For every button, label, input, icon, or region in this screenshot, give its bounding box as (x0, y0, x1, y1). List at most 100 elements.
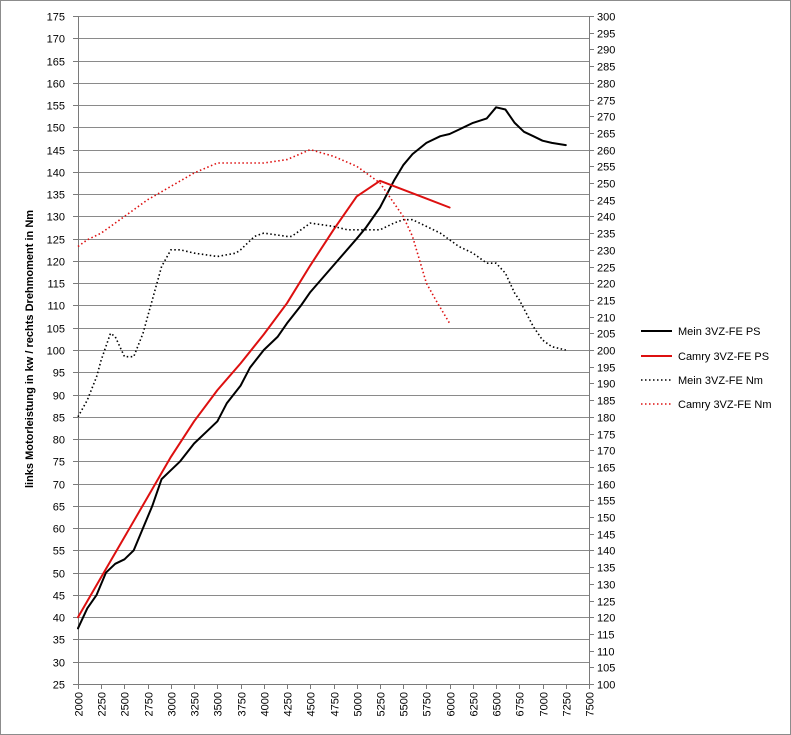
right-y-tick-label: 285 (597, 62, 615, 74)
y-axis-title: links Motorleistung in kw / rechts Drehm… (24, 210, 36, 488)
legend-label: Camry 3VZ-FE Nm (678, 399, 772, 411)
right-y-tick-label: 230 (597, 246, 615, 258)
right-y-tick-label: 245 (597, 196, 615, 208)
right-y-tick-label: 255 (597, 162, 615, 174)
series-line-1 (77, 106, 567, 630)
right-y-tick-label: 250 (597, 179, 615, 191)
right-y-tick-label: 125 (597, 597, 615, 609)
x-tick-label: 6750 (515, 692, 527, 716)
left-y-tick-label: 135 (47, 190, 65, 202)
right-y-tick-label: 120 (597, 613, 615, 625)
x-tick-label: 5500 (399, 692, 411, 716)
x-tick-label: 7000 (539, 692, 551, 716)
right-y-tick-label: 295 (597, 29, 615, 41)
x-tick-label: 7250 (562, 692, 574, 716)
x-tick-label: 4250 (283, 692, 295, 716)
right-y-tick-label: 200 (597, 346, 615, 358)
left-y-tick-label: 30 (53, 658, 65, 670)
legend-label: Mein 3VZ-FE PS (678, 326, 761, 338)
x-tick-label: 4000 (260, 692, 272, 716)
right-y-tick-label: 290 (597, 45, 615, 57)
left-y-tick-label: 165 (47, 57, 65, 69)
left-y-tick-label: 120 (47, 257, 65, 269)
left-y-tick-label: 150 (47, 123, 65, 135)
x-tick-label: 3750 (237, 692, 249, 716)
x-tick-label: 4750 (330, 692, 342, 716)
x-tick-label: 2250 (97, 692, 109, 716)
right-y-tick-label: 215 (597, 296, 615, 308)
right-y-tick-label: 205 (597, 329, 615, 341)
x-tick-label: 3250 (190, 692, 202, 716)
x-tick-label: 6500 (492, 692, 504, 716)
left-y-tick-label: 50 (53, 569, 65, 581)
right-y-tick-label: 265 (597, 129, 615, 141)
legend-label: Mein 3VZ-FE Nm (678, 375, 763, 387)
grid-lines (78, 16, 589, 685)
right-y-tick-label: 175 (597, 430, 615, 442)
right-y-tick-label: 130 (597, 580, 615, 592)
right-y-tick-label: 155 (597, 496, 615, 508)
left-y-tick-label: 140 (47, 168, 65, 180)
right-y-tick-label: 240 (597, 212, 615, 224)
left-y-tick-label: 100 (47, 346, 65, 358)
right-y-tick-label: 115 (597, 630, 615, 642)
left-y-tick-label: 70 (53, 480, 65, 492)
axes (73, 16, 594, 689)
right-y-tick-label: 260 (597, 146, 615, 158)
x-tick-label: 2500 (120, 692, 132, 716)
left-y-tick-label: 40 (53, 613, 65, 625)
left-y-tick-label: 145 (47, 146, 65, 158)
left-y-tick-label: 65 (53, 502, 65, 514)
series-line-2 (77, 179, 451, 619)
right-y-tick-label: 100 (597, 680, 615, 692)
x-tick-label: 2750 (144, 692, 156, 716)
data-series (77, 106, 567, 630)
right-y-tick-label: 210 (597, 313, 615, 325)
left-y-tick-label: 170 (47, 34, 65, 46)
x-tick-label: 7500 (585, 692, 597, 716)
x-tick-label: 6250 (469, 692, 481, 716)
x-axis-tick-labels: 2000 2250 2500 2750 3000 3250 3500 3750 4000 4250… (74, 692, 597, 716)
right-y-tick-label: 220 (597, 279, 615, 291)
left-y-tick-label: 25 (53, 680, 65, 692)
left-y-tick-label: 95 (53, 368, 65, 380)
legend: Mein 3VZ-FE PS Camry 3VZ-FE PS Mein 3VZ-FE… (641, 326, 772, 411)
right-y-tick-label: 165 (597, 463, 615, 475)
left-y-tick-label: 115 (47, 279, 65, 291)
right-y-tick-label: 275 (597, 96, 615, 108)
series-line-4 (77, 148, 451, 324)
right-y-tick-label: 105 (597, 663, 615, 675)
left-y-tick-label: 90 (53, 391, 65, 403)
right-y-tick-label: 235 (597, 229, 615, 241)
x-tick-label: 5000 (353, 692, 365, 716)
right-y-tick-label: 195 (597, 363, 615, 375)
right-y-tick-label: 270 (597, 112, 615, 124)
right-y-tick-label: 160 (597, 480, 615, 492)
right-y-tick-label: 280 (597, 79, 615, 91)
legend-label: Camry 3VZ-FE PS (678, 351, 769, 363)
left-y-tick-label: 105 (47, 324, 65, 336)
right-y-tick-label: 190 (597, 379, 615, 391)
left-y-tick-label: 45 (53, 591, 65, 603)
right-y-tick-label: 185 (597, 396, 615, 408)
right-y-tick-label: 135 (597, 563, 615, 575)
right-y-tick-label: 180 (597, 413, 615, 425)
right-y-tick-label: 140 (597, 546, 615, 558)
right-y-tick-label: 150 (597, 513, 615, 525)
left-y-axis-tick-labels: 25 30 35 40 45 50 55 60 65 70 75 80 85 90 95 100 105 110 1… (47, 12, 65, 692)
left-y-tick-label: 125 (47, 235, 65, 247)
right-y-tick-label: 145 (597, 530, 615, 542)
right-y-tick-label: 170 (597, 446, 615, 458)
right-y-axis-tick-labels: 100 105 110 115 120 125 130 135 140 145 150 155 160 1… (597, 12, 615, 692)
left-y-tick-label: 55 (53, 546, 65, 558)
x-tick-label: 5250 (376, 692, 388, 716)
left-y-tick-label: 75 (53, 457, 65, 469)
x-tick-label: 4500 (306, 692, 318, 716)
left-y-tick-label: 35 (53, 635, 65, 647)
left-y-tick-label: 110 (47, 301, 65, 313)
left-y-tick-label: 80 (53, 435, 65, 447)
x-tick-label: 3500 (213, 692, 225, 716)
right-y-tick-label: 300 (597, 12, 615, 24)
x-tick-label: 5750 (422, 692, 434, 716)
x-tick-label: 6000 (446, 692, 458, 716)
